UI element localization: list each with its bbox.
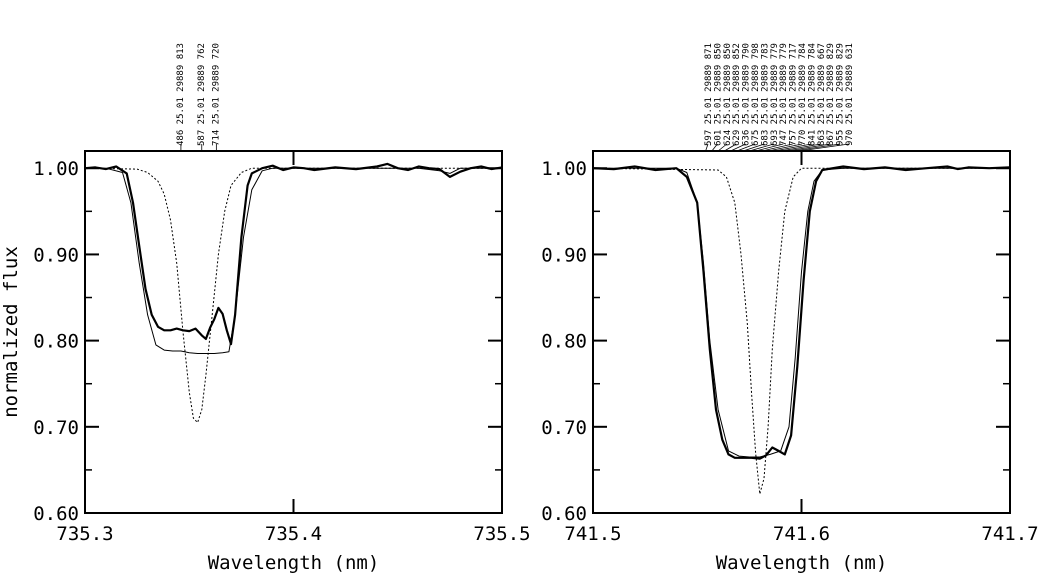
line-id-leader [761,143,793,152]
x-tick-label: 741.7 [981,523,1038,545]
y-tick-label: 0.90 [33,244,79,266]
line-id-leader [768,143,803,152]
line-id-label: 770 25.01 29889 784 [798,43,808,146]
line-id-label: 955 25.01 29889 829 [836,43,846,146]
line-id-leader [742,143,765,152]
line-id-label: 714 25.01 29889 720 [211,43,221,146]
line-id-label: 636 25.01 29889 790 [742,43,752,146]
plot-frame [592,150,1011,514]
line-id-label: 970 25.01 29889 631 [845,43,855,146]
line-id-leader [736,143,756,152]
spectrum-line-thick [592,165,1011,460]
line-id-label: 867 25.01 29889 829 [826,43,836,146]
spectrum-line-thin [593,167,1010,458]
y-tick-label: 0.80 [541,331,587,353]
line-id-leader [749,143,774,152]
spectrum-line-dotted [84,167,502,423]
line-id-leader [705,143,709,152]
line-id-leader [793,143,840,152]
spectrum-line-thick [84,162,503,346]
line-id-leader [786,143,831,152]
y-tick-label: 0.60 [541,503,587,525]
y-tick-label: 0.90 [541,244,587,266]
panel-2: 0.60 0.70 0.80 0.90 1.00 741.5 741.6 741.7 Wavel… [541,43,1038,574]
line-id-leader [711,143,718,152]
panel-1: 0.60 0.70 0.80 0.90 1.00 735.3 735.4 735.5 Wavel… [33,43,530,574]
line-id-leader [724,143,737,152]
line-id-label: 841 25.01 29889 784 [807,43,817,146]
y-axis-title: normalized flux [0,246,22,418]
line-id-leader [774,143,812,152]
line-id-label: 683 25.01 29889 783 [760,43,770,146]
line-id-label: 675 25.01 29889 798 [751,43,761,146]
line-id-label: 747 25.01 29889 779 [779,43,789,146]
y-tick-label: 0.70 [33,417,79,439]
line-id-leader [730,143,746,152]
line-id-label: 597 25.01 29889 871 [704,43,714,146]
line-id-label: 601 25.01 29889 850 [713,43,723,146]
line-id-leader [799,143,850,152]
y-tick-label: 0.80 [33,331,79,353]
line-id-leader [780,143,821,152]
x-tick-label: 735.3 [56,523,113,545]
spectrum-line-thin [85,167,502,354]
line-id-leader [755,143,784,152]
y-tick-label: 1.00 [33,158,79,180]
line-id-label: 757 25.01 29889 717 [789,43,799,146]
line-id-label: 587 25.01 29889 762 [197,43,207,146]
line-id-label: 629 25.01 29889 852 [732,43,742,146]
spectrum-line-dotted [592,167,1010,495]
x-tick-label: 735.5 [473,523,530,545]
line-id-label: 624 25.01 29889 850 [723,43,733,146]
y-tick-label: 0.70 [541,417,587,439]
x-axis-title: Wavelength (nm) [716,552,888,574]
y-tick-label: 1.00 [541,158,587,180]
line-id-leader [717,143,728,152]
x-tick-label: 741.6 [773,523,830,545]
line-id-label: 486 25.01 29889 813 [176,43,186,146]
plot-frame [84,150,503,514]
y-tick-label: 0.60 [33,503,79,525]
x-tick-label: 741.5 [564,523,621,545]
line-id-label: 693 25.01 29889 779 [770,43,780,146]
x-tick-label: 735.4 [265,523,322,545]
line-id-label: 863 25.01 29889 667 [817,43,827,146]
x-axis-title: Wavelength (nm) [208,552,380,574]
